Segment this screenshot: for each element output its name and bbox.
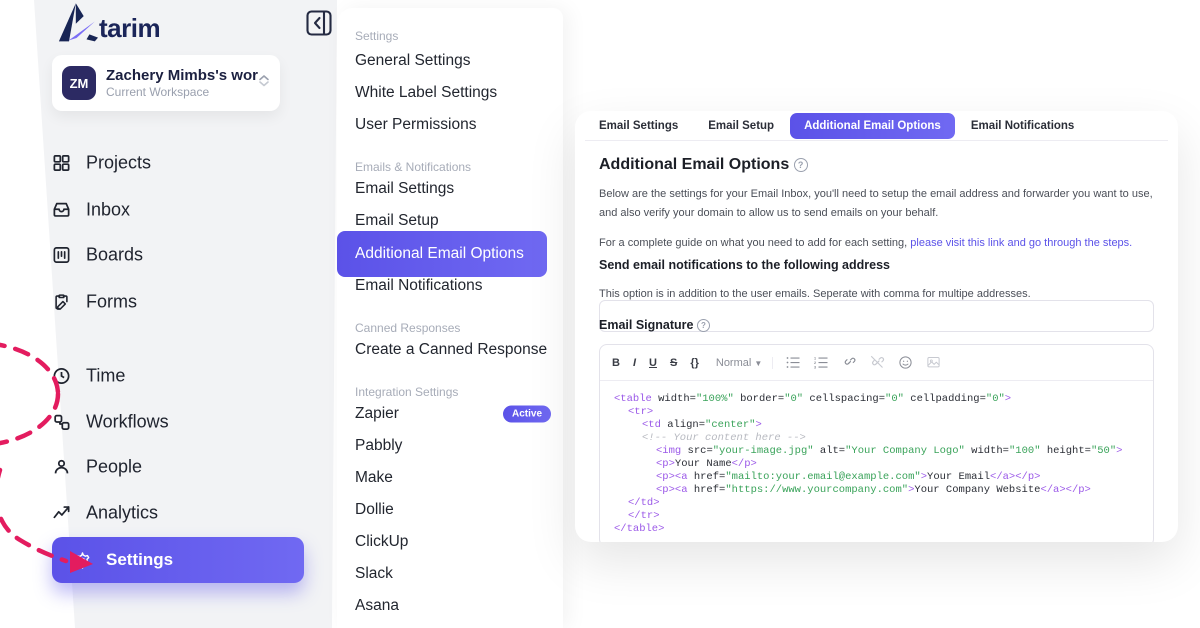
svg-text:3: 3 (814, 366, 816, 370)
svg-text:2: 2 (814, 361, 816, 365)
svg-text:1: 1 (814, 357, 816, 361)
